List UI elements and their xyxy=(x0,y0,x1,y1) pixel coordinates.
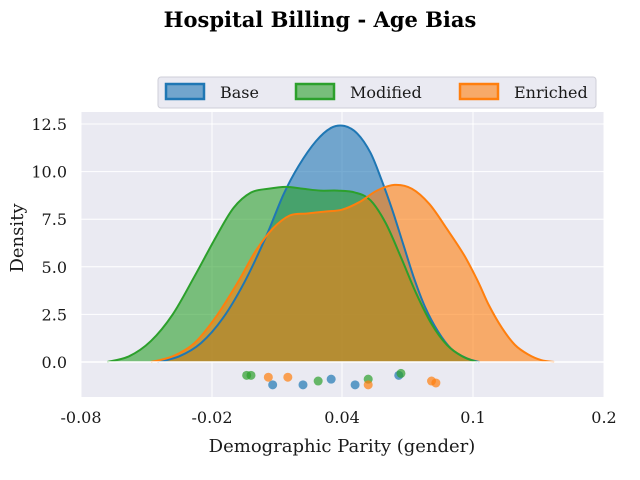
density-line-enriched xyxy=(150,183,555,363)
rug-points xyxy=(242,368,441,390)
rug-point-enriched xyxy=(431,378,441,388)
density-fills xyxy=(107,125,555,362)
legend-swatch-modified xyxy=(294,82,336,101)
rug-point-modified xyxy=(396,368,406,378)
rug-point-base xyxy=(326,374,336,384)
y-tick-label: 2.5 xyxy=(42,305,67,324)
y-tick-label: 0.0 xyxy=(42,353,67,372)
y-tick-label: 7.5 xyxy=(42,210,67,229)
density-lines xyxy=(106,124,555,363)
y-tick-labels: 0.0 2.5 5.0 7.5 10.0 12.5 xyxy=(31,115,67,372)
legend-label-modified: Modified xyxy=(350,83,422,102)
x-axis-label: Demographic Parity (gender) xyxy=(209,436,476,457)
chart-title: Hospital Billing - Age Bias xyxy=(164,7,477,32)
y-tick-label: 10.0 xyxy=(31,163,67,182)
density-line-base xyxy=(157,124,480,363)
y-tick-label: 12.5 xyxy=(31,115,67,134)
rug-point-base xyxy=(298,380,308,390)
density-line-modified xyxy=(106,185,478,363)
rug-point-enriched xyxy=(263,372,273,382)
legend-label-enriched: Enriched xyxy=(514,83,588,102)
legend-swatch-base xyxy=(164,82,206,101)
y-axis-label: Density xyxy=(7,203,28,273)
x-tick-label: 0.2 xyxy=(591,408,616,427)
density-fill-enriched xyxy=(150,184,555,362)
legend-swatch-enriched xyxy=(458,82,500,101)
legend-label-base: Base xyxy=(220,83,259,102)
x-tick-label: -0.02 xyxy=(191,408,232,427)
rug-point-base xyxy=(350,380,360,390)
y-tick-label: 5.0 xyxy=(42,258,67,277)
x-tick-label: 0.04 xyxy=(324,408,360,427)
x-tick-labels: -0.08 -0.02 0.04 0.1 0.2 xyxy=(60,408,616,427)
x-tick-label: 0.1 xyxy=(460,408,485,427)
legend: Base Modified Enriched xyxy=(157,76,597,109)
rug-point-enriched xyxy=(363,380,373,390)
rug-point-enriched xyxy=(283,372,293,382)
rug-point-modified xyxy=(246,370,256,380)
rug-point-base xyxy=(268,380,278,390)
x-tick-label: -0.08 xyxy=(60,408,101,427)
rug-point-modified xyxy=(313,376,323,386)
